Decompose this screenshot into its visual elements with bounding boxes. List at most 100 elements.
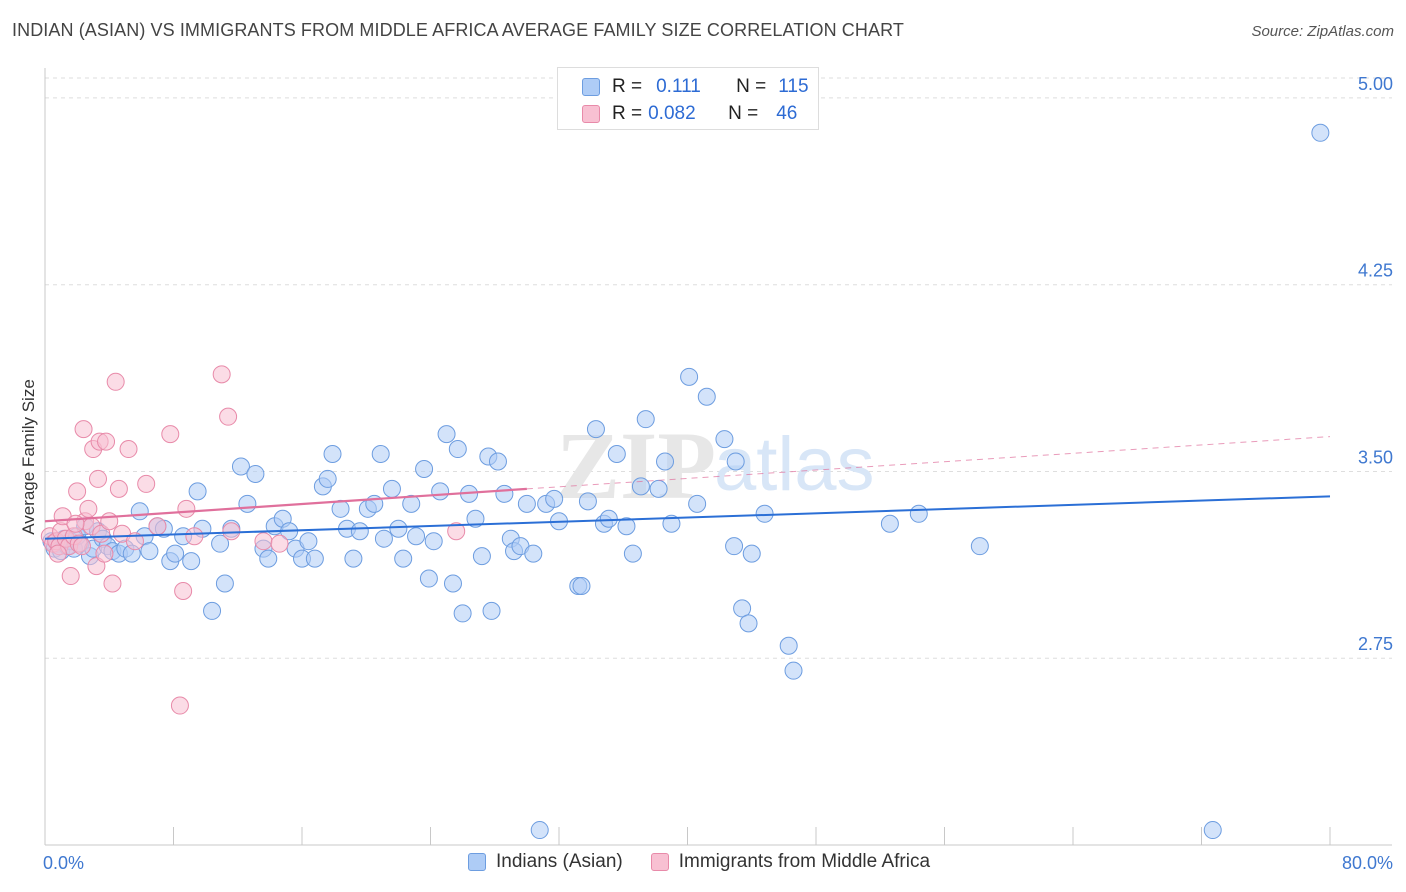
data-point-indians [725, 537, 744, 556]
data-point-middle-africa [177, 499, 196, 518]
data-point-middle-africa [212, 365, 231, 384]
tick-labels: 2.75 3.50 4.25 5.00 0.0% 80.0% [43, 74, 1393, 873]
legend-item-middle-africa[interactable]: Immigrants from Middle Africa [650, 851, 931, 873]
data-point-indians [231, 457, 250, 476]
data-point-indians [726, 452, 745, 471]
data-point-indians [188, 482, 207, 501]
data-point-indians [617, 517, 636, 536]
data-point-indians [443, 574, 462, 593]
data-point-indians [517, 494, 536, 513]
pink-swatch [650, 853, 669, 871]
r-value: 0.111 [656, 76, 701, 97]
data-point-indians [482, 601, 501, 620]
data-point-indians [344, 549, 363, 568]
pink-swatch [582, 105, 600, 123]
stat-legend: R = 0.111 N = 115 R = 0.082 N = 46 [557, 67, 819, 130]
trend-line-middle-africa [44, 487, 527, 523]
data-point-indians [530, 821, 549, 840]
data-point-middle-africa [447, 522, 466, 541]
source-label: Source: ZipAtlas.com [1251, 23, 1394, 40]
data-point-indians [350, 522, 369, 541]
data-point-indians [166, 544, 185, 563]
data-point-indians [448, 440, 467, 459]
data-point-indians [662, 514, 681, 533]
legend-label: Immigrants from Middle Africa [678, 851, 931, 872]
data-point-middle-africa [161, 425, 180, 444]
data-point-indians [623, 544, 642, 563]
data-point-indians [649, 479, 668, 498]
data-point-middle-africa [89, 469, 108, 488]
data-point-indians [733, 599, 752, 618]
data-point-indians [688, 494, 707, 513]
data-point-indians [419, 569, 438, 588]
data-point-indians [1311, 123, 1330, 142]
data-point-middle-africa [148, 517, 167, 536]
data-point-middle-africa [254, 532, 273, 551]
data-point-middle-africa [170, 696, 189, 715]
data-point-indians [970, 537, 989, 556]
data-point-indians [656, 452, 675, 471]
y-tick-label: 2.75 [1358, 634, 1393, 654]
blue-swatch [582, 78, 600, 96]
data-point-middle-africa [106, 372, 125, 391]
data-point-middle-africa [119, 440, 138, 459]
data-point-middle-africa [103, 574, 122, 593]
data-point-indians [715, 430, 734, 449]
data-point-middle-africa [185, 527, 204, 546]
data-point-indians [607, 445, 626, 464]
data-point-indians [680, 367, 699, 386]
data-point-middle-africa [174, 581, 193, 600]
data-point-middle-africa [97, 432, 116, 451]
data-point-indians [246, 464, 265, 483]
data-point-indians [203, 601, 222, 620]
data-point-indians [524, 544, 543, 563]
blue-swatch [468, 853, 486, 871]
data-point-indians [495, 484, 514, 503]
r-label: R = [612, 76, 643, 97]
r-label: R = [612, 103, 643, 124]
data-point-middle-africa [95, 544, 114, 563]
legend-label: Indians (Asian) [496, 851, 623, 872]
data-point-indians [779, 636, 798, 655]
data-point-middle-africa [109, 479, 128, 498]
data-point-middle-africa [100, 512, 119, 531]
data-point-indians [488, 452, 507, 471]
data-point-indians [697, 387, 716, 406]
y-tick-label: 5.00 [1358, 74, 1393, 94]
data-point-indians [909, 504, 928, 523]
data-point-indians [453, 604, 472, 623]
n-label: N = [728, 103, 759, 124]
trend-lines [44, 436, 1331, 540]
data-point-indians [437, 425, 456, 444]
data-point-middle-africa [219, 407, 238, 426]
chart-title: INDIAN (ASIAN) VS IMMIGRANTS FROM MIDDLE… [12, 20, 904, 40]
trend-line-indians [44, 495, 1331, 540]
legend-item-indians[interactable]: Indians (Asian) [468, 851, 623, 873]
data-point-indians [259, 549, 278, 568]
data-point-indians [389, 519, 408, 538]
data-point-indians [299, 532, 318, 551]
data-point-middle-africa [270, 534, 289, 553]
data-point-indians [394, 549, 413, 568]
data-point-indians [407, 527, 426, 546]
n-value: 46 [776, 103, 798, 124]
data-point-indians [374, 529, 393, 548]
n-value: 115 [778, 76, 809, 97]
stat-row-middle-africa: R = 0.082 N = 46 [582, 101, 797, 127]
data-point-indians [140, 542, 159, 561]
data-point-indians [211, 534, 230, 553]
series-middle-africa [40, 365, 466, 715]
data-point-indians [472, 547, 491, 566]
data-point-indians [636, 410, 655, 429]
data-point-indians [431, 482, 450, 501]
data-point-indians [578, 492, 597, 511]
data-point-indians [586, 420, 605, 439]
data-point-middle-africa [222, 522, 241, 541]
data-point-indians [784, 661, 803, 680]
data-point-indians [402, 494, 421, 513]
data-point-indians [415, 459, 434, 478]
data-point-indians [880, 514, 899, 533]
data-point-indians [130, 502, 149, 521]
data-point-indians [545, 489, 564, 508]
